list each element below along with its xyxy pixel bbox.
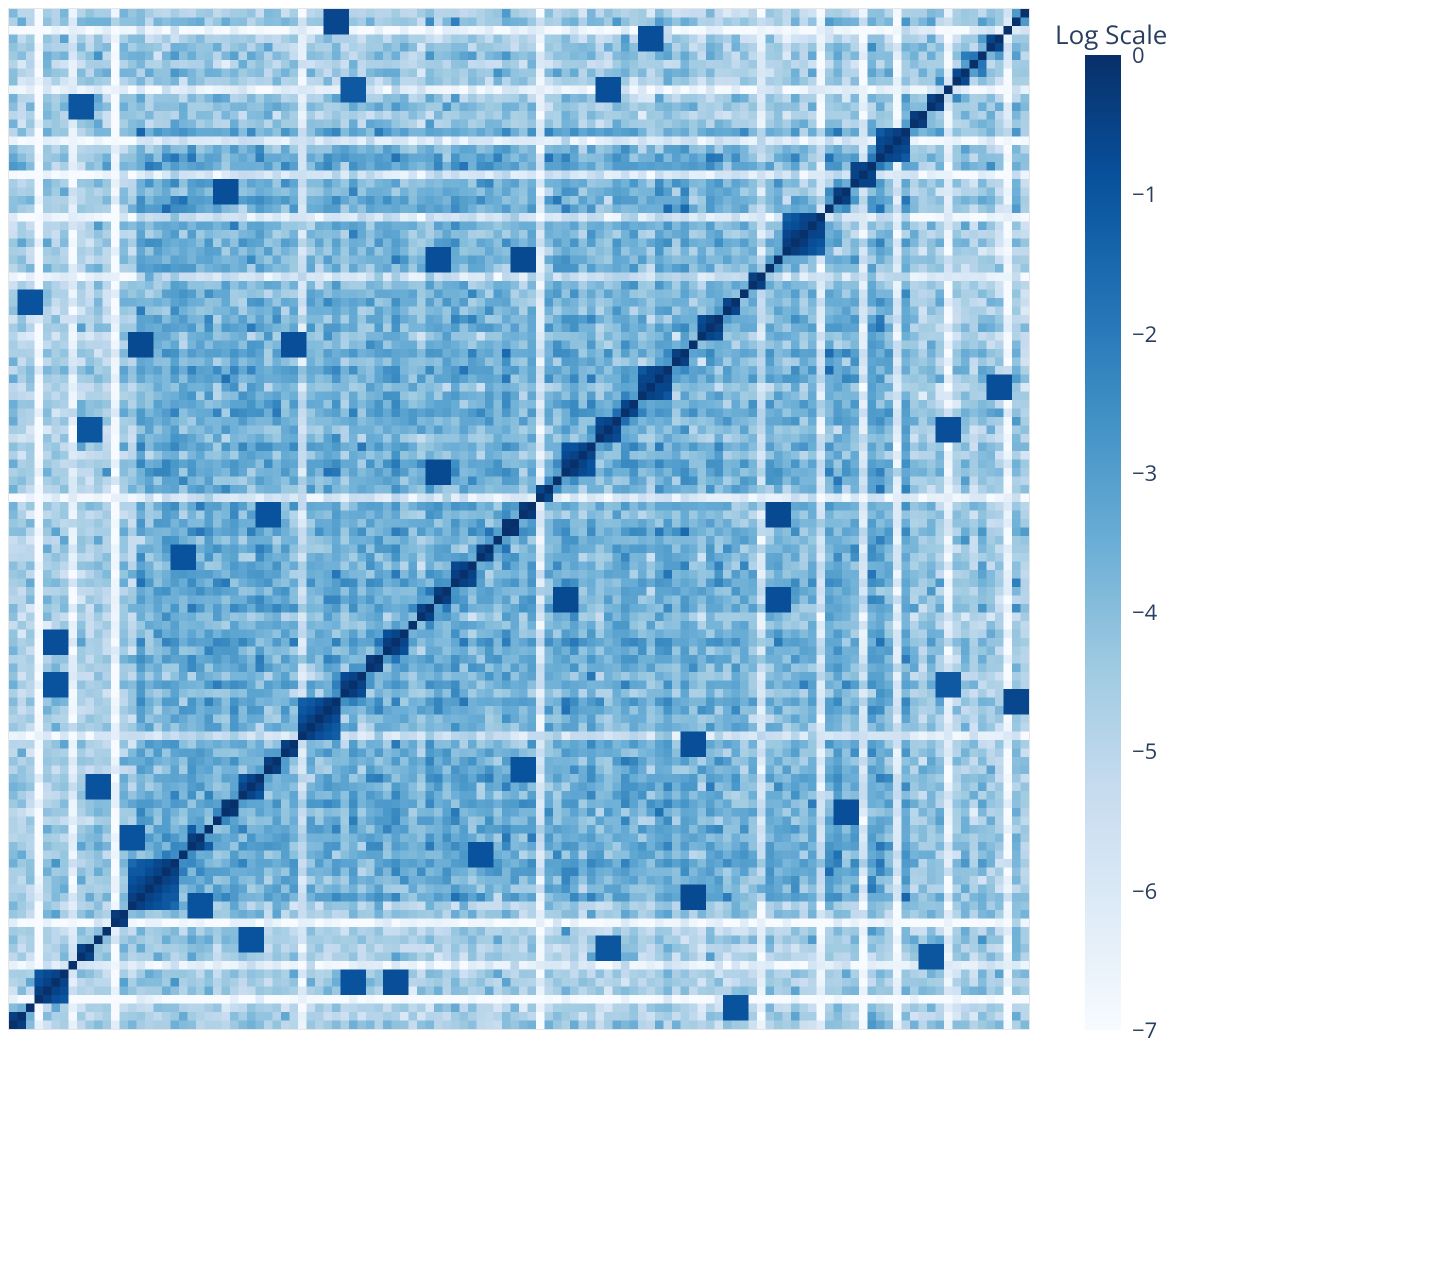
colorbar-tick-label: −2 bbox=[1132, 319, 1157, 349]
colorbar-tick-label: 0 bbox=[1132, 40, 1145, 70]
colorbar-tick-label: −4 bbox=[1132, 597, 1157, 627]
colorbar-tick-label: −3 bbox=[1132, 458, 1157, 488]
colorbar-tick-label: −7 bbox=[1132, 1015, 1157, 1045]
figure-root: Log Scale 0 −1 −2 −3 −4 −5 −6 −7 bbox=[0, 0, 1444, 1278]
colorbar-title: Log Scale bbox=[1055, 16, 1167, 52]
heatmap-plot-area bbox=[8, 8, 1030, 1030]
colorbar-tick-label: −6 bbox=[1132, 876, 1157, 906]
colorbar-gradient bbox=[1085, 55, 1121, 1030]
heatmap-canvas[interactable] bbox=[9, 9, 1029, 1029]
colorbar-tick-label: −5 bbox=[1132, 736, 1157, 766]
colorbar-tick-label: −1 bbox=[1132, 179, 1157, 209]
